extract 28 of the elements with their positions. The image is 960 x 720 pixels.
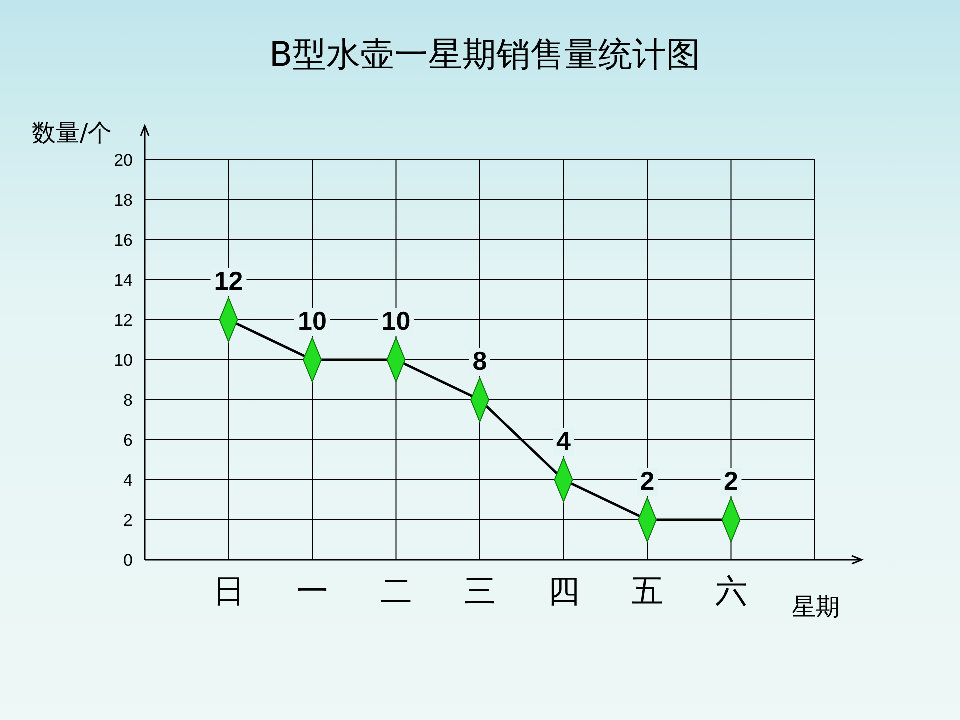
y-tick-label: 14: [114, 271, 133, 290]
y-tick-label: 16: [114, 231, 133, 250]
data-label: 8: [472, 346, 488, 376]
data-label: 2: [640, 466, 655, 496]
x-tick-label: 四: [548, 572, 580, 610]
y-tick-label: 2: [124, 511, 133, 530]
x-axis-title: 星期: [792, 593, 840, 621]
x-tick-label: 六: [715, 572, 748, 610]
x-tick-label: 五: [632, 572, 664, 610]
y-tick-label: 20: [114, 151, 133, 170]
y-axis-title: 数量/个: [32, 119, 112, 147]
data-label: 2: [724, 466, 738, 496]
data-label: 10: [298, 306, 327, 336]
y-tick-label: 10: [114, 351, 133, 370]
x-tick-label: 日: [212, 572, 245, 610]
y-tick-label: 6: [124, 431, 133, 450]
y-tick-label: 18: [114, 191, 133, 210]
x-tick-label: 一: [296, 572, 328, 610]
x-tick-label: 三: [464, 572, 496, 610]
data-label: 4: [556, 426, 572, 456]
y-tick-label: 4: [124, 471, 133, 490]
y-tick-label: 8: [124, 391, 133, 410]
y-tick-label: 0: [124, 551, 133, 570]
x-tick-label: 二: [380, 572, 412, 610]
y-tick-label: 12: [114, 311, 133, 330]
data-label: 12: [214, 266, 244, 296]
chart-title: B型水壶一星期销售量统计图: [269, 35, 701, 75]
data-label: 10: [382, 306, 411, 336]
